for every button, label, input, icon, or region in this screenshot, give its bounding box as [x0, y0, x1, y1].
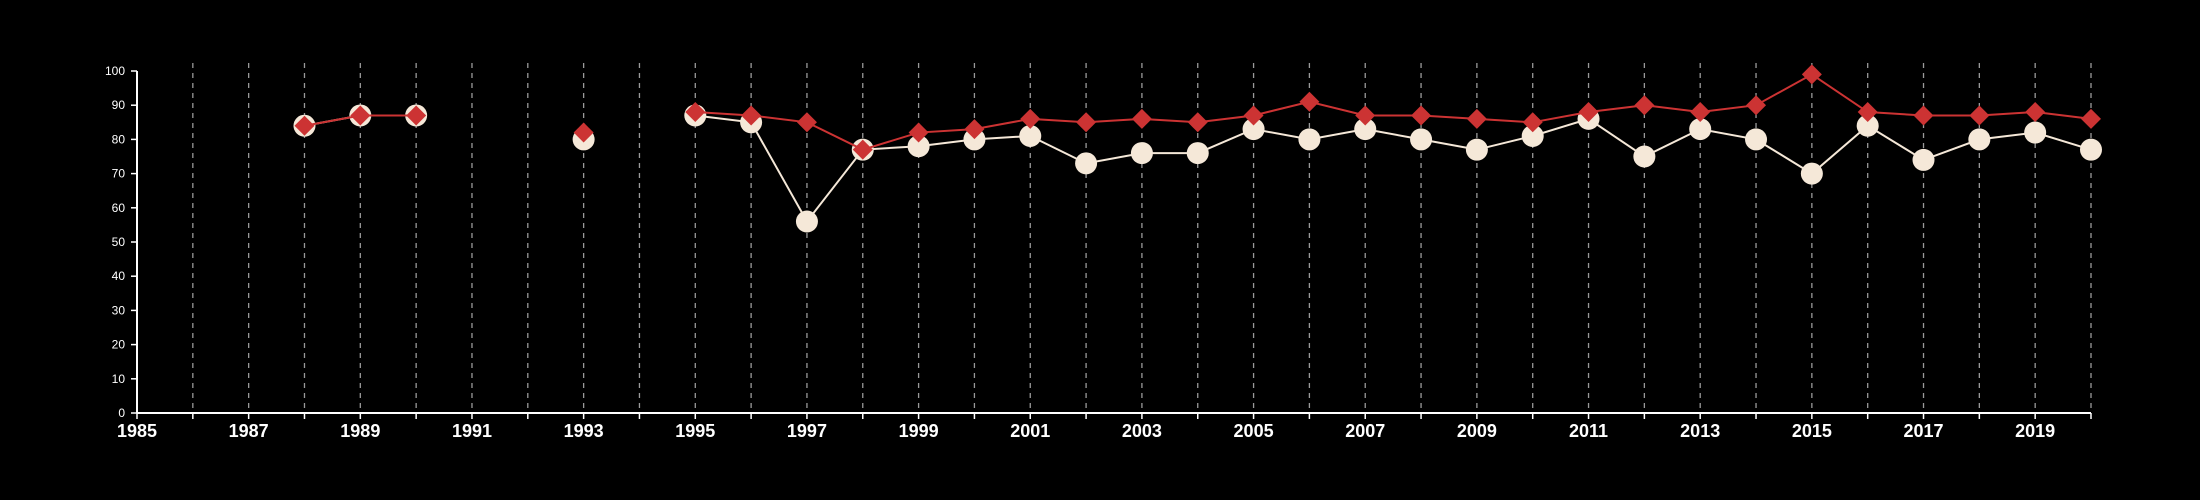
data-point: [963, 128, 986, 151]
data-point: [1131, 108, 1152, 129]
data-point: [2025, 102, 2046, 123]
x-tick-label: 1997: [787, 421, 827, 441]
y-tick-label: 0: [118, 406, 125, 420]
data-point: [1076, 112, 1097, 133]
data-point: [1633, 145, 1656, 168]
data-point: [1800, 162, 1823, 185]
x-tick-label: 1989: [340, 421, 380, 441]
x-tick-label: 2017: [1903, 421, 1943, 441]
x-tick-label: 1993: [564, 421, 604, 441]
y-tick-label: 90: [112, 98, 126, 112]
y-tick-label: 70: [112, 167, 126, 181]
y-tick-label: 50: [112, 235, 126, 249]
x-tick-label: 2011: [1569, 421, 1608, 441]
data-point: [1689, 118, 1712, 141]
series-2: [294, 64, 2101, 160]
data-point: [1634, 95, 1655, 116]
data-point: [1354, 118, 1377, 141]
data-point: [1130, 142, 1153, 165]
series-2-line: [695, 73, 2092, 151]
x-tick-label: 2003: [1122, 421, 1162, 441]
data-point: [1465, 138, 1488, 161]
data-point: [2024, 121, 2047, 144]
y-tick-label: 60: [112, 201, 126, 215]
series-1-line: [695, 114, 2092, 224]
y-tick-label: 80: [112, 132, 126, 146]
data-point: [1411, 105, 1432, 126]
x-tick-label: 2007: [1345, 421, 1385, 441]
data-point: [1522, 112, 1543, 133]
data-point: [852, 139, 873, 160]
y-tick-label: 30: [112, 303, 126, 317]
data-point: [908, 122, 929, 143]
data-point: [1969, 105, 1990, 126]
x-tick-label: 1995: [675, 421, 715, 441]
x-tick-label: 2013: [1680, 421, 1720, 441]
data-point: [1242, 118, 1265, 141]
data-point: [795, 210, 818, 233]
data-point: [1355, 105, 1376, 126]
data-point: [907, 135, 930, 158]
data-point: [406, 105, 427, 126]
data-point: [1075, 152, 1098, 175]
y-tick-label: 100: [105, 64, 125, 78]
data-point: [1019, 124, 1042, 147]
data-point: [1856, 114, 1879, 137]
data-point: [1745, 128, 1768, 151]
data-point: [1857, 102, 1878, 123]
vertical-grid-lines: [192, 63, 2092, 413]
data-point: [1243, 105, 1264, 126]
data-point: [1020, 108, 1041, 129]
data-point: [1521, 124, 1544, 147]
data-point: [573, 122, 594, 143]
data-point: [1746, 95, 1767, 116]
data-point: [1187, 112, 1208, 133]
axes: 0 10 20 30 40 50 60 70 80 90 100 1985 1987 1989 1991 19…: [105, 64, 2092, 441]
data-point: [350, 105, 371, 126]
data-point: [2081, 108, 2101, 129]
data-point: [796, 112, 817, 133]
x-tick-label: 1987: [229, 421, 269, 441]
x-tick-label: 2009: [1457, 421, 1497, 441]
data-point: [294, 115, 315, 136]
data-point: [1298, 128, 1321, 151]
data-point: [1912, 148, 1935, 171]
data-point: [1801, 64, 1822, 85]
data-point: [1410, 128, 1433, 151]
data-point: [741, 105, 762, 126]
y-tick-label: 10: [112, 372, 126, 386]
data-point: [1578, 102, 1599, 123]
data-point: [1299, 91, 1320, 112]
x-tick-label: 2015: [1792, 421, 1832, 441]
data-point: [1186, 142, 1209, 165]
data-point: [685, 102, 706, 123]
x-tick-label: 1991: [452, 421, 492, 441]
data-point: [1968, 128, 1991, 151]
y-tick-label: 40: [112, 269, 126, 283]
data-point: [1690, 102, 1711, 123]
x-tick-label: 2001: [1010, 421, 1050, 441]
data-series: [293, 64, 2102, 233]
x-tick-label: 1999: [899, 421, 939, 441]
data-point: [1913, 105, 1934, 126]
y-tick-label: 20: [112, 338, 126, 352]
data-point: [964, 119, 985, 140]
x-tick-label: 2019: [2015, 421, 2055, 441]
data-point: [1466, 108, 1487, 129]
x-tick-label: 1985: [117, 421, 157, 441]
data-point: [2080, 138, 2102, 161]
x-tick-label: 2005: [1234, 421, 1274, 441]
